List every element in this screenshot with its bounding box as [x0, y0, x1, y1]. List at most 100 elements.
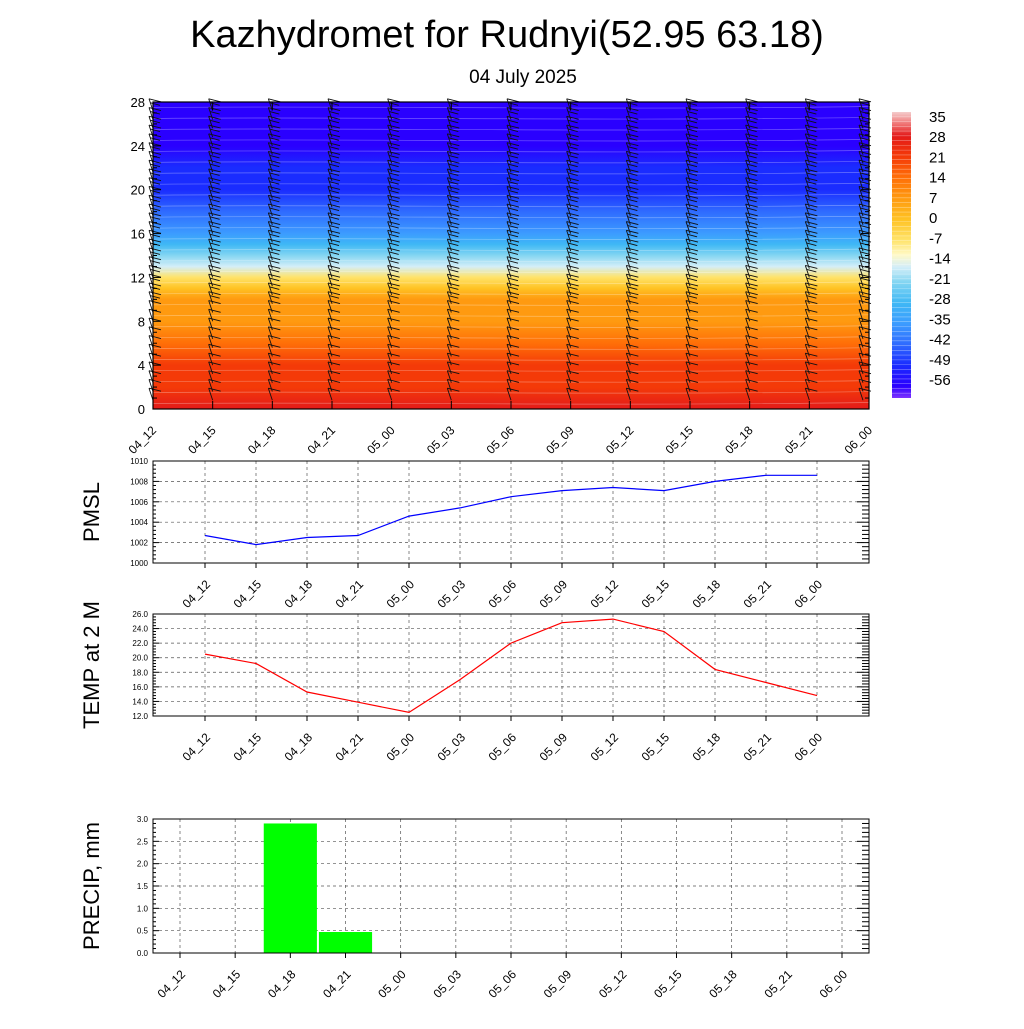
wind-barb-flag: [389, 233, 399, 238]
wind-barb-staff: [685, 133, 691, 146]
wind-barb-flag: [327, 264, 341, 269]
wind-barb-staff: [858, 195, 864, 208]
wind-barb-staff: [804, 107, 810, 120]
wind-barb-staff: [745, 247, 751, 261]
wind-barb-flag: [687, 225, 698, 229]
wind-barb-staff: [267, 177, 273, 190]
ytick-label: 1.5: [137, 882, 149, 891]
wind-barb-flag: [327, 212, 341, 217]
wind-barb-staff: [625, 370, 631, 383]
wind-barb-flag: [745, 98, 758, 103]
wind-barb-flag: [447, 159, 460, 164]
wind-barb-flag: [448, 233, 459, 238]
wind-barb-staff: [267, 291, 273, 304]
wind-barb-staff: [446, 186, 452, 199]
wind-barb-flag: [626, 387, 639, 392]
wind-barb-flag: [327, 133, 341, 138]
wind-barb-staff: [208, 177, 214, 190]
heatmap-xtick-label: 05_06: [484, 423, 518, 457]
wind-barb-flag: [387, 168, 400, 173]
wind-barb-staff: [804, 282, 810, 296]
wind-barb-staff: [745, 168, 751, 182]
wind-barb-flag: [268, 194, 281, 199]
wind-barb-flag: [685, 238, 699, 243]
wind-barb-staff: [858, 282, 864, 296]
wind-barb-flag: [506, 308, 520, 313]
wind-barb-staff: [148, 160, 154, 173]
wind-barb-flag: [268, 212, 281, 217]
wind-barb-staff: [387, 309, 393, 322]
wind-barb-flag: [508, 268, 519, 273]
wind-barb-flag: [327, 150, 341, 155]
wind-barb-flag: [329, 172, 340, 176]
wind-barb-flag: [805, 387, 818, 392]
wind-barb-staff: [566, 335, 572, 348]
wind-barb-staff: [804, 291, 810, 304]
wind-barb-staff: [685, 107, 691, 120]
wind-barb-flag: [268, 247, 281, 252]
wind-barb-flag: [508, 119, 519, 124]
wind-barb-staff: [208, 344, 214, 357]
wind-barb-flag: [806, 295, 817, 299]
wind-barb-staff: [267, 107, 273, 120]
wind-barb-flag: [327, 300, 341, 304]
wind-barb-flag: [506, 168, 520, 173]
wind-barb-flag: [269, 146, 280, 150]
wind-barb-staff: [267, 265, 273, 278]
wind-barb-flag: [447, 387, 460, 392]
wind-barb-flag: [805, 343, 818, 348]
wind-barb-staff: [625, 274, 631, 287]
wind-barb-flag: [389, 172, 399, 176]
xtick-label: 04_18: [282, 577, 316, 611]
wind-barb-flag: [568, 207, 578, 211]
wind-barb-flag: [208, 387, 221, 392]
wind-barb-staff: [208, 168, 214, 182]
wind-barb-flag: [448, 128, 459, 133]
wind-barb-staff: [148, 142, 154, 155]
wind-barb-flag: [506, 352, 520, 357]
wind-barb-staff: [148, 379, 154, 392]
wind-barb-flag: [687, 128, 698, 133]
wind-barb-flag: [806, 260, 817, 264]
wind-barb-flag: [627, 251, 638, 255]
xtick-label: 04_21: [333, 730, 367, 764]
wind-barb-flag: [387, 335, 400, 340]
wind-barb-flag: [687, 137, 698, 141]
wind-barb-staff: [208, 142, 214, 155]
wind-barb-staff: [625, 221, 631, 234]
wind-barb-staff: [506, 203, 512, 217]
wind-barb-flag: [387, 124, 400, 129]
wind-barb-flag: [805, 229, 818, 234]
wind-barb-staff: [685, 221, 691, 234]
wind-barb-flag: [626, 343, 639, 348]
wind-barb-flag: [148, 212, 162, 217]
wind-barb-staff: [685, 247, 691, 261]
wind-barb-flag: [566, 326, 579, 331]
wind-barb-staff: [208, 326, 214, 339]
wind-barb-staff: [506, 186, 512, 199]
wind-barb-flag: [148, 300, 162, 304]
wind-barb-staff: [685, 124, 691, 138]
wind-barb-flag: [448, 146, 459, 150]
wind-barb-staff: [625, 177, 631, 190]
xtick-label: 05_18: [690, 577, 724, 611]
ytick-label: 1004: [130, 518, 148, 527]
wind-barb-staff: [506, 98, 512, 111]
wind-barb-flag: [208, 335, 221, 340]
wind-barb-flag: [685, 177, 699, 182]
heatmap-ytick-label: 24: [131, 139, 145, 154]
wind-barb-flag: [685, 387, 699, 392]
wind-barb-flag: [805, 370, 818, 375]
wind-barb-flag: [148, 186, 162, 190]
wind-barb-flag: [687, 295, 698, 299]
wind-barb-flag: [568, 225, 578, 229]
wind-barb-flag: [687, 251, 698, 255]
wind-barb-flag: [568, 295, 578, 299]
wind-barb-staff: [566, 212, 572, 225]
wind-barb-staff: [685, 186, 691, 199]
xtick-label: 04_18: [282, 730, 316, 764]
wind-barb-flag: [806, 119, 817, 124]
wind-barb-flag: [150, 251, 161, 255]
wind-barb-flag: [805, 317, 818, 322]
wind-barb-flag: [268, 343, 281, 348]
